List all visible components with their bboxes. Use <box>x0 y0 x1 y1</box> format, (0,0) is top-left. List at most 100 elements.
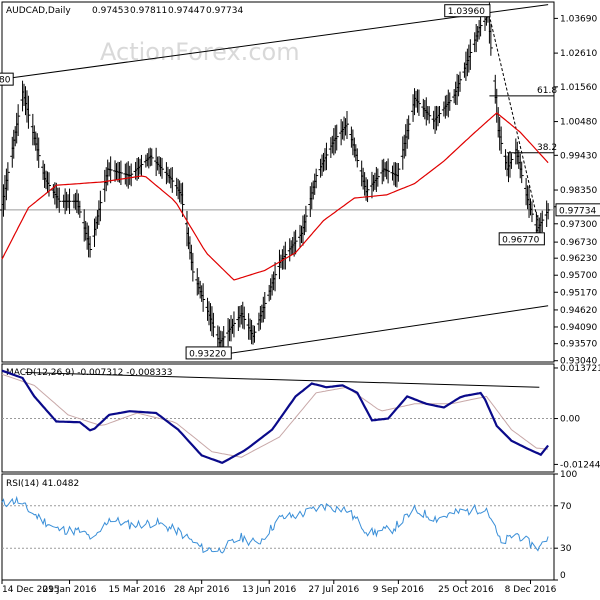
swing-high-label: 1.03960 <box>448 7 485 17</box>
ohlc-bar <box>160 157 165 179</box>
ohlc-bar <box>180 182 185 217</box>
ohlc-bar <box>221 326 226 350</box>
ohlc-low: 0.97447 <box>168 6 205 16</box>
price-y-tick-label: 0.93040 <box>560 357 597 367</box>
ohlc-bar <box>108 156 113 184</box>
ohlc-bar <box>478 16 483 37</box>
ohlc-bar <box>499 126 504 154</box>
ohlc-bar <box>375 168 380 187</box>
rsi-lines <box>1 495 554 554</box>
dec-label: 80 <box>0 76 11 86</box>
ohlc-bar <box>262 291 267 319</box>
fib-level-label: 61.8 <box>537 86 557 96</box>
price-y-tick-label: 1.00480 <box>560 118 597 128</box>
ohlc-bar <box>334 124 339 151</box>
fib-level-label: 38.2 <box>537 143 557 153</box>
ohlc-bar <box>36 137 41 168</box>
rsi-y-axis: 100 70 30 0 <box>554 470 577 581</box>
macd-panel: MACD(12,26,9) -0.007312 -0.008333 0.0137… <box>1 363 600 473</box>
ohlc-bar <box>447 92 452 111</box>
ohlc-bar <box>529 201 534 223</box>
last-price-label-box <box>555 203 600 217</box>
macd-signal-line <box>1 373 549 458</box>
ohlc-bar <box>252 325 257 343</box>
ohlc-bar <box>5 162 10 191</box>
rsi-panel-frame <box>1 473 555 581</box>
price-y-tick-label: 1.01560 <box>560 83 597 93</box>
ohlc-bar <box>468 39 473 70</box>
price-y-tick-label: 0.97300 <box>560 220 597 230</box>
price-labels: 1.03960 0.96770 0.93220 80 0.97734 <box>0 4 600 360</box>
ohlc-bar <box>46 172 51 197</box>
moving-average-line <box>1 112 549 281</box>
rsi-panel: RSI(14) 41.0482 100 70 30 0 <box>1 470 577 581</box>
price-y-tick-label: 0.95170 <box>560 288 597 298</box>
may-low-label: 0.93220 <box>189 349 226 359</box>
price-y-tick-label: 0.98350 <box>560 186 597 196</box>
ohlc-bar <box>201 283 206 312</box>
ohlc-bar <box>509 153 514 169</box>
price-y-tick-label: 0.95700 <box>560 271 597 281</box>
ohlc-bar <box>406 115 411 140</box>
macd-lines <box>1 369 554 464</box>
ohlc-bar <box>77 200 82 218</box>
ohlc-bar <box>190 252 195 282</box>
x-tick-label: 14 Dec 2015 <box>2 585 60 595</box>
ohlc-bar <box>416 89 421 116</box>
macd-panel-frame <box>1 363 555 473</box>
macd-trend-line <box>25 371 540 388</box>
price-y-tick-label: 0.93570 <box>560 340 597 350</box>
ohlc-bar <box>149 148 154 166</box>
ohlc-bar <box>396 163 401 182</box>
x-tick-label: 13 Jun 2016 <box>242 585 296 595</box>
rsi-y-tick-label: 100 <box>560 470 577 480</box>
ohlc-bar <box>67 188 72 214</box>
x-tick-label: 28 Apr 2016 <box>174 585 230 595</box>
price-y-tick-label: 0.94620 <box>560 306 597 316</box>
macd-y-tick-label: -0.012442 <box>560 460 600 470</box>
price-y-tick-label: 1.03690 <box>560 14 597 24</box>
price-y-axis: 0.93040 0.93570 0.94090 0.94620 0.95170 0.957… <box>554 14 597 367</box>
rsi-title: RSI(14) 41.0482 <box>6 479 79 489</box>
price-y-tick-label: 0.99430 <box>560 151 597 161</box>
price-y-tick-label: 0.96230 <box>560 254 597 264</box>
ohlc-bar <box>26 95 31 129</box>
may-low-label-box <box>185 346 232 360</box>
rsi-y-tick-label: 0 <box>560 571 566 581</box>
rsi-y-tick-label: 30 <box>560 544 572 554</box>
price-y-tick-label: 0.94090 <box>560 323 597 333</box>
swing-high-label-box <box>444 4 491 18</box>
ohlc-bar <box>324 142 329 171</box>
rsi-y-tick-label: 70 <box>560 502 572 512</box>
ohlc-bar <box>386 158 391 184</box>
macd-title: MACD(12,26,9) -0.007312 -0.008333 <box>6 368 172 378</box>
ohlc-bar <box>242 306 247 330</box>
ohlc-bar <box>458 71 463 92</box>
ohlc-bar <box>540 210 545 233</box>
ohlc-bar <box>118 160 123 185</box>
ohlc-bar <box>314 168 319 189</box>
ohlc-bar <box>98 190 103 222</box>
last-price-label: 0.97734 <box>559 206 596 216</box>
ohlc-bar <box>283 241 288 270</box>
swing-low-label: 0.96770 <box>502 235 539 245</box>
price-title: AUDCAD,Daily <box>6 6 71 16</box>
ohlc-bar <box>488 23 493 56</box>
ohlc-bar <box>231 311 236 338</box>
swing-low-label-box <box>498 232 545 246</box>
channel-line <box>219 305 549 356</box>
x-tick-label: 9 Sep 2016 <box>373 585 425 595</box>
ohlc-bar <box>139 154 144 176</box>
down-trend-line <box>487 9 539 221</box>
ohlc-bar <box>293 229 298 255</box>
ohlc-bar <box>355 148 360 168</box>
macd-line <box>1 369 549 464</box>
ohlc-open: 0.97453 <box>92 6 129 16</box>
macd-y-tick-label: 0.00 <box>560 415 580 425</box>
x-tick-label: 8 Dec 2016 <box>505 585 557 595</box>
ohlc-bar <box>273 262 278 292</box>
x-tick-label: 27 Jul 2016 <box>308 585 359 595</box>
ohlc-bar <box>365 179 370 203</box>
